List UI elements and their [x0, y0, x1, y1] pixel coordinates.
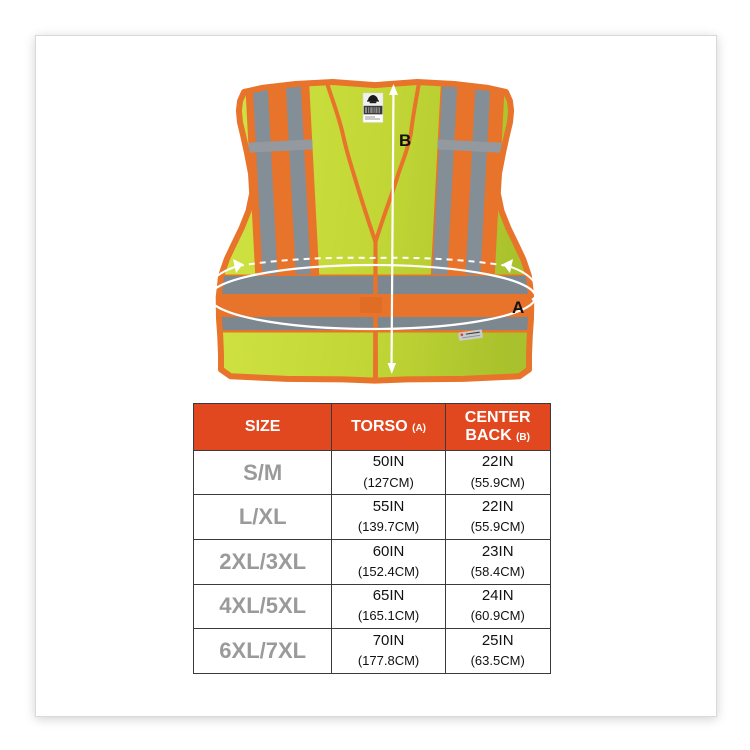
svg-text:A: A	[512, 298, 524, 317]
svg-text:B: B	[399, 131, 411, 150]
